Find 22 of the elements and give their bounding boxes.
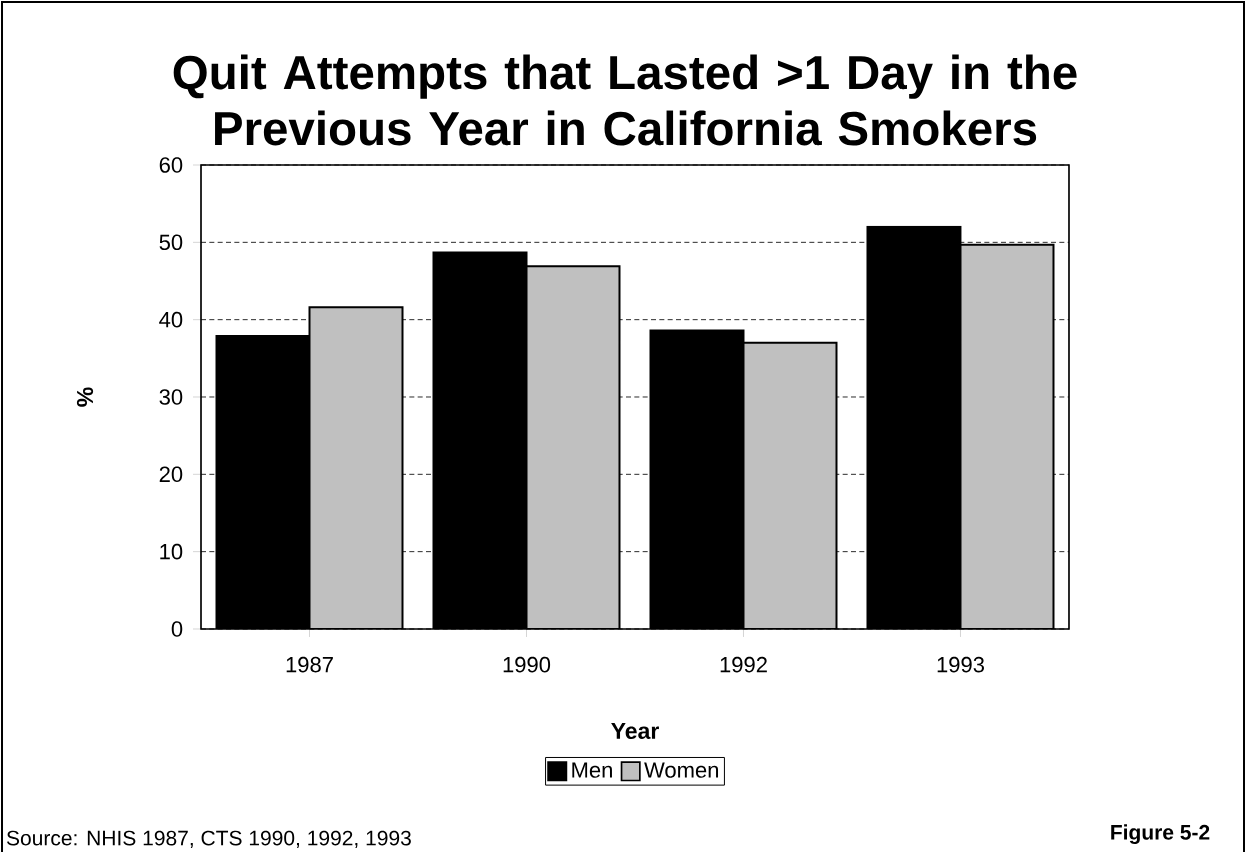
y-tick-label: 30	[159, 389, 183, 405]
y-tick-label: 10	[160, 543, 183, 560]
x-tick-label: 1992	[720, 656, 767, 673]
bar	[309, 307, 403, 629]
source-note: Source: NHIS 1987, CTS 1990, 1992, 1993	[6, 830, 411, 848]
y-tick-label: 0	[171, 621, 183, 637]
chart-title: Quit Attempts that Lasted >1 Day in the Previous Year in California Smokers	[173, 54, 1077, 146]
x-axis-title: Year	[611, 722, 659, 740]
y-tick-label: 50	[159, 234, 183, 251]
legend-label: Men	[572, 762, 612, 778]
bar	[743, 342, 837, 629]
bar	[959, 243, 1055, 629]
x-tick-label: 1990	[503, 656, 551, 673]
bar	[526, 266, 620, 629]
caption: Figure 5-2	[1111, 824, 1210, 844]
y-tick-label: 20	[159, 466, 183, 483]
y-tick-label: 40	[159, 311, 183, 328]
x-tick-label: 1993	[937, 656, 984, 673]
y-axis-title: %	[76, 387, 94, 407]
x-tick-label: 1987	[286, 656, 333, 673]
y-tick-label: 60	[159, 157, 183, 173]
legend-label: Women	[644, 762, 719, 778]
